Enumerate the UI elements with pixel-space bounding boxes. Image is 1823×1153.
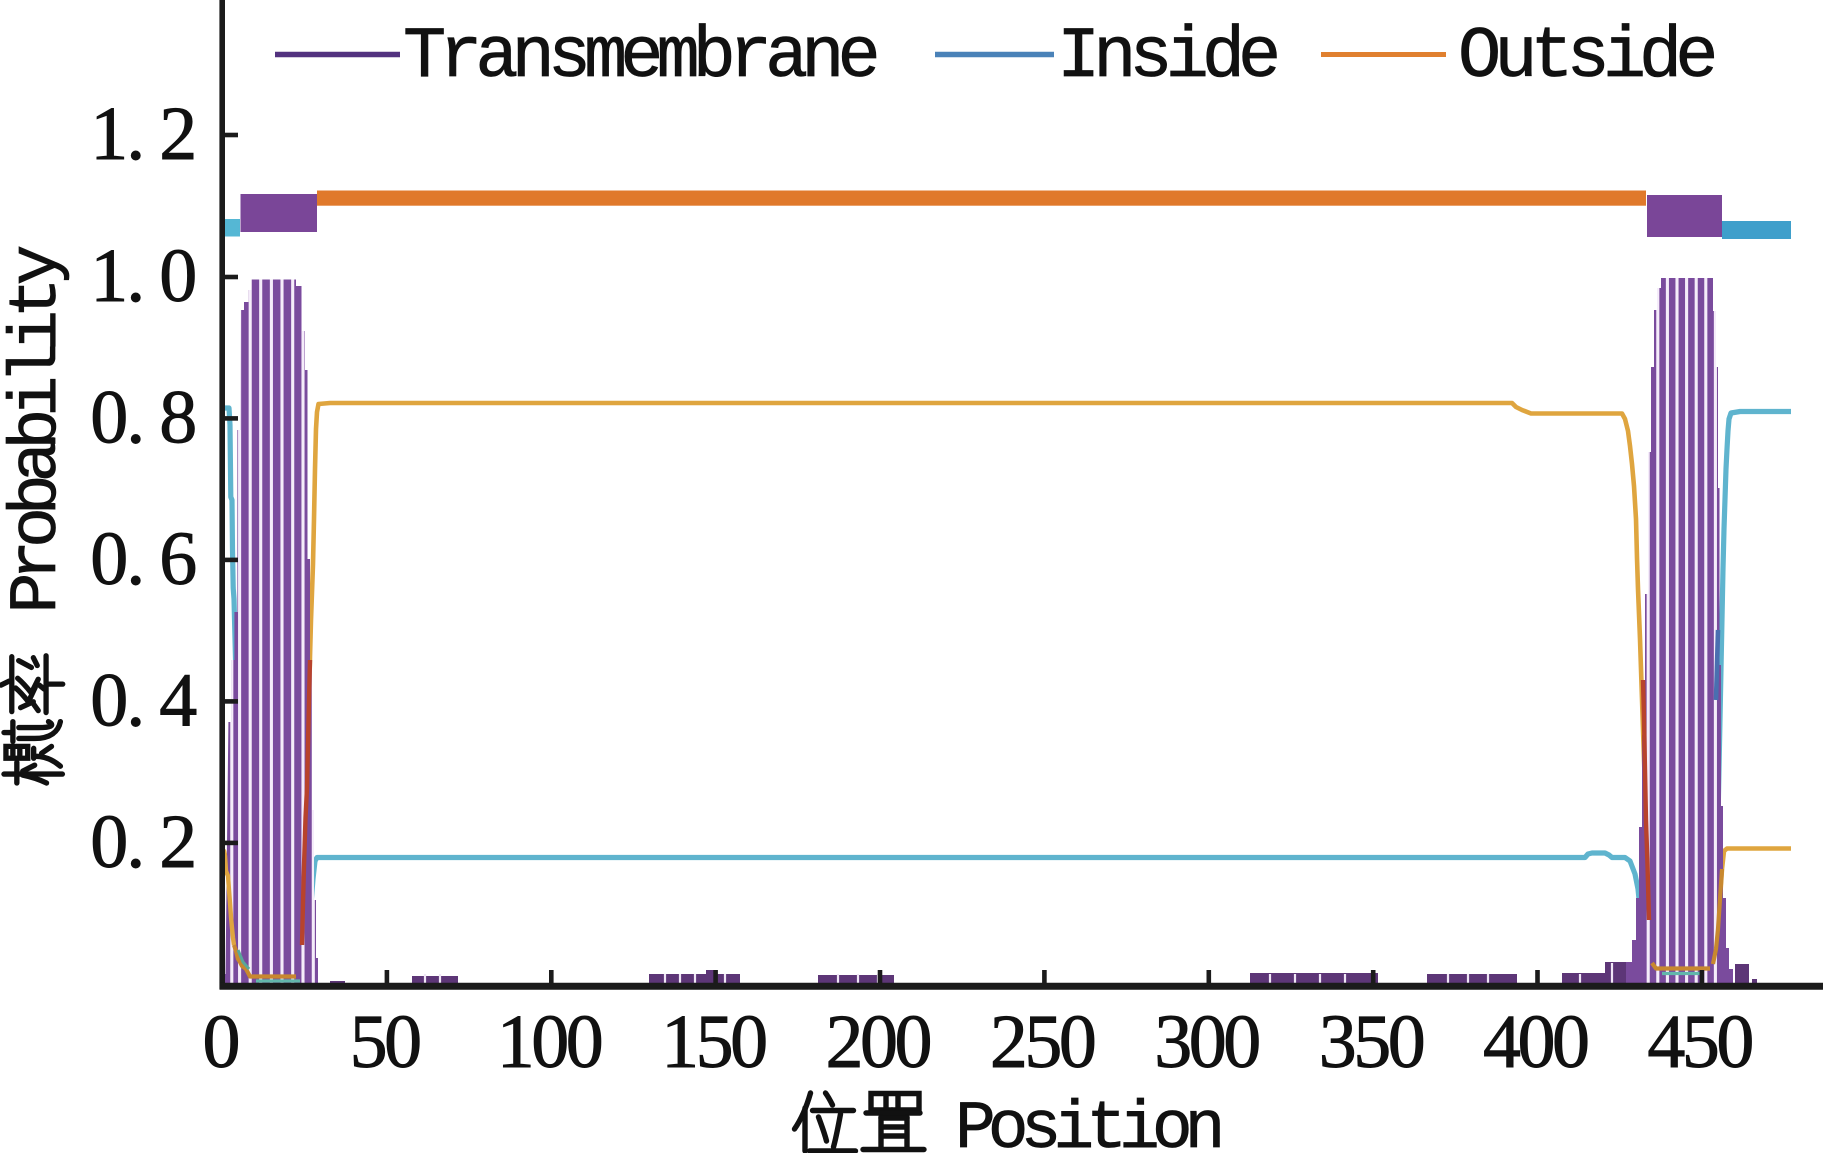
svg-text:.: .	[126, 800, 145, 884]
svg-text:0: 0	[1552, 1000, 1590, 1084]
svg-text:5: 5	[1024, 1000, 1062, 1084]
svg-text:0: 0	[1223, 1000, 1261, 1084]
svg-text:0: 0	[531, 1000, 569, 1084]
svg-text:.: .	[126, 234, 145, 318]
svg-text:.: .	[126, 658, 145, 742]
svg-text:0: 0	[860, 1000, 898, 1084]
svg-text:Position: Position	[955, 1091, 1220, 1153]
svg-text:0: 0	[90, 375, 128, 459]
svg-text:0: 0	[1059, 1000, 1097, 1084]
svg-text:0: 0	[90, 658, 128, 742]
svg-text:.: .	[126, 517, 145, 601]
svg-text:0: 0	[90, 517, 128, 601]
svg-text:5: 5	[1682, 1000, 1720, 1084]
svg-text:0: 0	[1716, 1000, 1754, 1084]
svg-text:2: 2	[159, 800, 197, 884]
svg-text:Outside: Outside	[1458, 16, 1714, 98]
svg-text:1: 1	[661, 1000, 699, 1084]
svg-text:5: 5	[696, 1000, 734, 1084]
svg-text:3: 3	[1319, 1000, 1357, 1084]
svg-text:0: 0	[203, 1000, 241, 1084]
svg-text:6: 6	[159, 517, 197, 601]
svg-text:Transmembrane: Transmembrane	[403, 16, 876, 98]
svg-text:0: 0	[895, 1000, 933, 1084]
svg-text:4: 4	[1647, 1000, 1685, 1084]
svg-text:3: 3	[1154, 1000, 1192, 1084]
svg-text:0: 0	[566, 1000, 604, 1084]
svg-text:0: 0	[1518, 1000, 1556, 1084]
svg-text:1: 1	[90, 234, 128, 318]
svg-text:2: 2	[159, 92, 197, 176]
svg-text:.: .	[126, 375, 145, 459]
svg-text:Inside: Inside	[1057, 16, 1277, 98]
svg-text:1: 1	[497, 1000, 535, 1084]
svg-text:2: 2	[826, 1000, 864, 1084]
svg-text:8: 8	[159, 375, 197, 459]
svg-text:0: 0	[159, 234, 197, 318]
svg-text:0: 0	[730, 1000, 768, 1084]
svg-text:.: .	[126, 92, 145, 176]
svg-text:Probability: Probability	[0, 246, 76, 613]
svg-text:4: 4	[159, 658, 197, 742]
svg-text:5: 5	[350, 1000, 388, 1084]
svg-text:4: 4	[1483, 1000, 1521, 1084]
svg-text:0: 0	[384, 1000, 422, 1084]
svg-text:0: 0	[90, 800, 128, 884]
svg-text:5: 5	[1353, 1000, 1391, 1084]
svg-text:1: 1	[90, 92, 128, 176]
svg-text:0: 0	[1388, 1000, 1426, 1084]
svg-text:0: 0	[1189, 1000, 1227, 1084]
svg-text:2: 2	[990, 1000, 1028, 1084]
